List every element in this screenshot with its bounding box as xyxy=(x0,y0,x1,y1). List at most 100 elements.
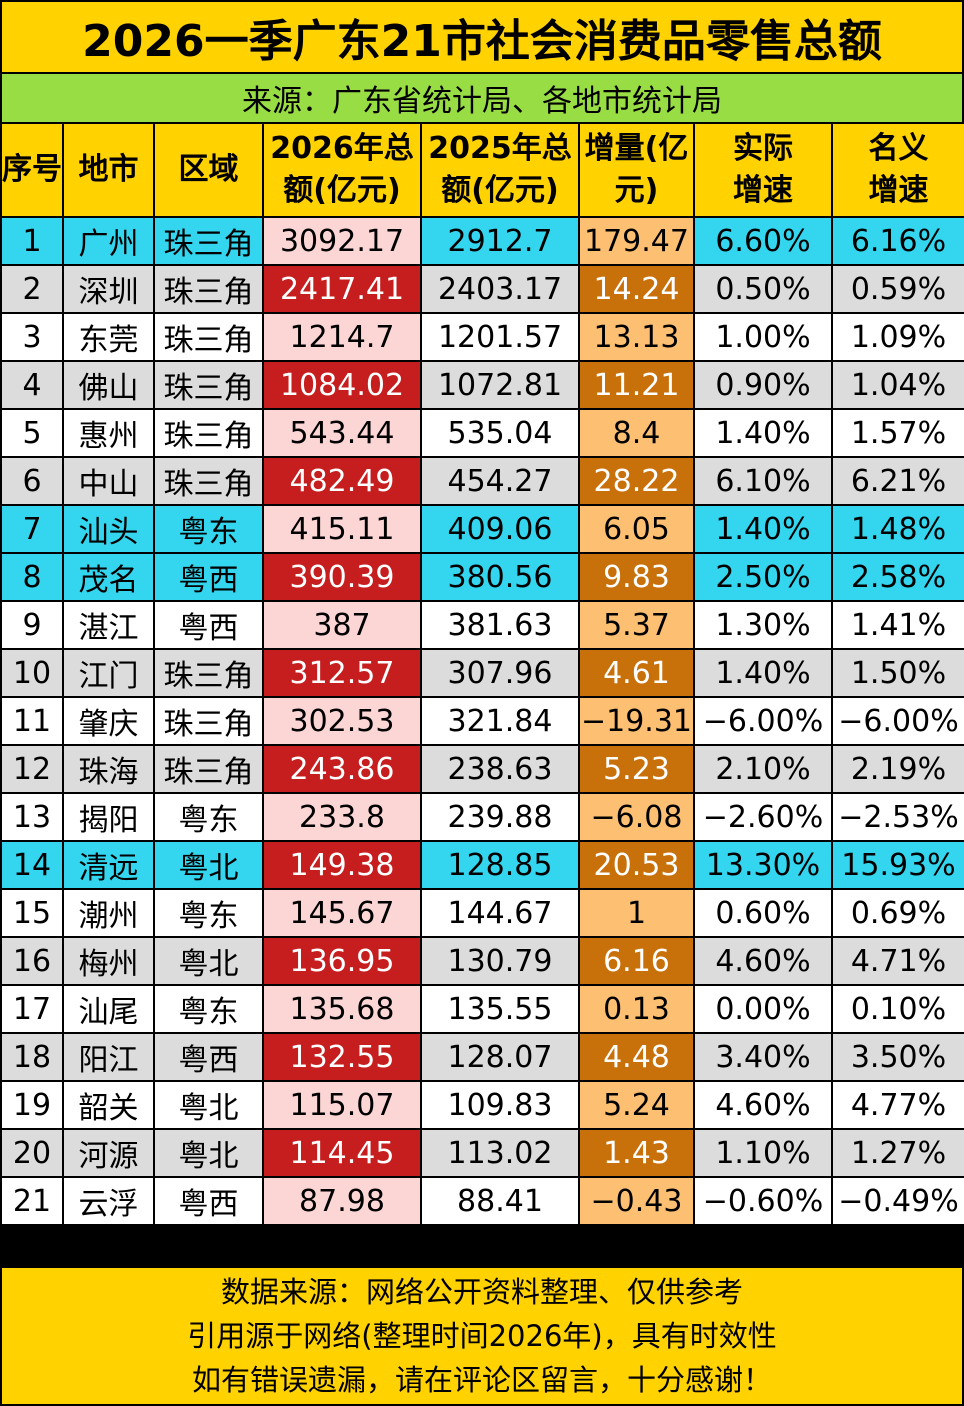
cell-total-2026: 136.95 xyxy=(262,936,422,986)
cell-nominal-growth: −6.00% xyxy=(831,696,964,746)
table-header-row: 序号 地市 区域 2026年总额(亿元) 2025年总额(亿元) 增量(亿元) … xyxy=(0,122,964,218)
cell-region: 粤东 xyxy=(153,792,264,842)
cell-increase: 4.48 xyxy=(578,1032,695,1082)
cell-region: 珠三角 xyxy=(153,408,264,458)
cell-index: 21 xyxy=(0,1176,64,1226)
cell-total-2026: 87.98 xyxy=(262,1176,422,1226)
cell-region: 珠三角 xyxy=(153,312,264,362)
cell-region: 粤西 xyxy=(153,552,264,602)
table-row: 11 肇庆 珠三角 302.53 321.84 −19.31 −6.00% −6… xyxy=(0,696,964,746)
cell-index: 10 xyxy=(0,648,64,698)
cell-city: 湛江 xyxy=(62,600,155,650)
cell-nominal-growth: 0.59% xyxy=(831,264,964,314)
cell-increase: 6.05 xyxy=(578,504,695,554)
cell-index: 19 xyxy=(0,1080,64,1130)
cell-nominal-growth: 6.21% xyxy=(831,456,964,506)
table-row: 3 东莞 珠三角 1214.7 1201.57 13.13 1.00% 1.09… xyxy=(0,312,964,362)
cell-region: 珠三角 xyxy=(153,216,264,266)
retail-sales-table: 序号 地市 区域 2026年总额(亿元) 2025年总额(亿元) 增量(亿元) … xyxy=(0,122,964,1226)
cell-total-2025: 88.41 xyxy=(420,1176,580,1226)
cell-index: 16 xyxy=(0,936,64,986)
cell-region: 珠三角 xyxy=(153,264,264,314)
cell-city: 广州 xyxy=(62,216,155,266)
cell-city: 汕头 xyxy=(62,504,155,554)
table-row: 12 珠海 珠三角 243.86 238.63 5.23 2.10% 2.19% xyxy=(0,744,964,794)
cell-nominal-growth: 2.58% xyxy=(831,552,964,602)
cell-region: 粤东 xyxy=(153,888,264,938)
table-row: 10 江门 珠三角 312.57 307.96 4.61 1.40% 1.50% xyxy=(0,648,964,698)
cell-city: 清远 xyxy=(62,840,155,890)
cell-total-2025: 1072.81 xyxy=(420,360,580,410)
cell-total-2026: 1084.02 xyxy=(262,360,422,410)
cell-increase: 14.24 xyxy=(578,264,695,314)
cell-nominal-growth: 2.19% xyxy=(831,744,964,794)
cell-total-2025: 380.56 xyxy=(420,552,580,602)
cell-total-2025: 128.85 xyxy=(420,840,580,890)
cell-total-2026: 3092.17 xyxy=(262,216,422,266)
cell-nominal-growth: 6.16% xyxy=(831,216,964,266)
cell-real-growth: 1.30% xyxy=(693,600,833,650)
cell-city: 阳江 xyxy=(62,1032,155,1082)
cell-city: 梅州 xyxy=(62,936,155,986)
header-increase: 增量(亿元) xyxy=(578,122,695,218)
cell-total-2026: 2417.41 xyxy=(262,264,422,314)
cell-total-2025: 113.02 xyxy=(420,1128,580,1178)
cell-real-growth: 1.10% xyxy=(693,1128,833,1178)
table-row: 18 阳江 粤西 132.55 128.07 4.48 3.40% 3.50% xyxy=(0,1032,964,1082)
cell-total-2026: 132.55 xyxy=(262,1032,422,1082)
cell-increase: 5.24 xyxy=(578,1080,695,1130)
cell-total-2026: 302.53 xyxy=(262,696,422,746)
cell-real-growth: 4.60% xyxy=(693,936,833,986)
cell-nominal-growth: −0.49% xyxy=(831,1176,964,1226)
cell-total-2026: 115.07 xyxy=(262,1080,422,1130)
cell-increase: 9.83 xyxy=(578,552,695,602)
table-row: 8 茂名 粤西 390.39 380.56 9.83 2.50% 2.58% xyxy=(0,552,964,602)
table-row: 16 梅州 粤北 136.95 130.79 6.16 4.60% 4.71% xyxy=(0,936,964,986)
cell-nominal-growth: 1.48% xyxy=(831,504,964,554)
table-row: 2 深圳 珠三角 2417.41 2403.17 14.24 0.50% 0.5… xyxy=(0,264,964,314)
cell-total-2025: 130.79 xyxy=(420,936,580,986)
cell-total-2026: 145.67 xyxy=(262,888,422,938)
cell-index: 4 xyxy=(0,360,64,410)
cell-total-2026: 387 xyxy=(262,600,422,650)
cell-real-growth: 1.40% xyxy=(693,504,833,554)
cell-index: 6 xyxy=(0,456,64,506)
cell-increase: 4.61 xyxy=(578,648,695,698)
cell-region: 粤北 xyxy=(153,840,264,890)
table-row: 13 揭阳 粤东 233.8 239.88 −6.08 −2.60% −2.53… xyxy=(0,792,964,842)
cell-city: 汕尾 xyxy=(62,984,155,1034)
table-row: 14 清远 粤北 149.38 128.85 20.53 13.30% 15.9… xyxy=(0,840,964,890)
cell-region: 珠三角 xyxy=(153,696,264,746)
table-row: 5 惠州 珠三角 543.44 535.04 8.4 1.40% 1.57% xyxy=(0,408,964,458)
source-banner: 来源：广东省统计局、各地市统计局 xyxy=(2,74,962,122)
cell-real-growth: 0.90% xyxy=(693,360,833,410)
cell-total-2025: 454.27 xyxy=(420,456,580,506)
cell-city: 河源 xyxy=(62,1128,155,1178)
cell-real-growth: 13.30% xyxy=(693,840,833,890)
cell-nominal-growth: 4.71% xyxy=(831,936,964,986)
cell-city: 珠海 xyxy=(62,744,155,794)
cell-total-2026: 390.39 xyxy=(262,552,422,602)
cell-index: 13 xyxy=(0,792,64,842)
cell-real-growth: 3.40% xyxy=(693,1032,833,1082)
cell-increase: −19.31 xyxy=(578,696,695,746)
cell-index: 14 xyxy=(0,840,64,890)
cell-total-2025: 381.63 xyxy=(420,600,580,650)
cell-region: 珠三角 xyxy=(153,744,264,794)
cell-increase: 11.21 xyxy=(578,360,695,410)
cell-total-2026: 243.86 xyxy=(262,744,422,794)
cell-index: 8 xyxy=(0,552,64,602)
table-row: 21 云浮 粤西 87.98 88.41 −0.43 −0.60% −0.49% xyxy=(0,1176,964,1226)
header-total-2025: 2025年总额(亿元) xyxy=(420,122,580,218)
table-row: 20 河源 粤北 114.45 113.02 1.43 1.10% 1.27% xyxy=(0,1128,964,1178)
cell-region: 珠三角 xyxy=(153,456,264,506)
cell-nominal-growth: 1.50% xyxy=(831,648,964,698)
page-title: 2026一季广东21市社会消费品零售总额 xyxy=(2,2,962,72)
cell-real-growth: 2.10% xyxy=(693,744,833,794)
cell-nominal-growth: 0.10% xyxy=(831,984,964,1034)
cell-total-2026: 149.38 xyxy=(262,840,422,890)
cell-increase: 0.13 xyxy=(578,984,695,1034)
cell-city: 东莞 xyxy=(62,312,155,362)
cell-increase: 28.22 xyxy=(578,456,695,506)
